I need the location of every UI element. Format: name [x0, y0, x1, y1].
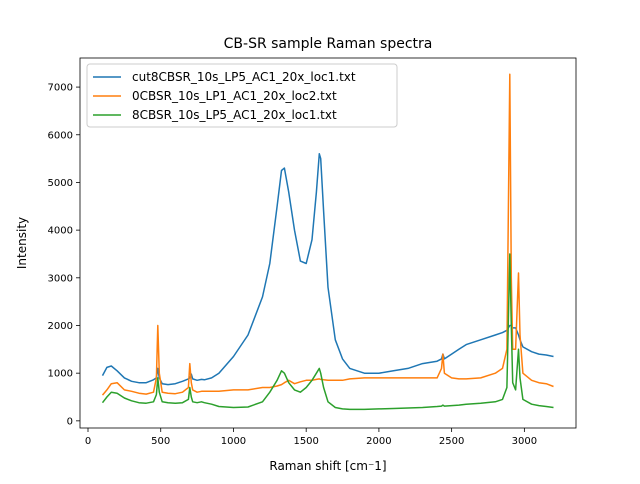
chart-title: CB-SR sample Raman spectra: [224, 36, 433, 52]
y-tick-label: 4000: [48, 226, 73, 237]
y-tick-label: 6000: [48, 130, 73, 141]
y-tick-label: 7000: [48, 83, 73, 94]
y-tick-label: 1000: [48, 369, 73, 380]
legend-label: cut8CBSR_10s_LP5_AC1_20x_loc1.txt: [132, 70, 356, 84]
y-tick-label: 3000: [48, 273, 73, 284]
y-tick-label: 5000: [48, 178, 73, 189]
legend: cut8CBSR_10s_LP5_AC1_20x_loc1.txt 0CBSR_1…: [86, 63, 398, 128]
x-tick-label: 1500: [293, 436, 318, 447]
series-line: [101, 153, 554, 386]
series-line: [101, 253, 554, 411]
x-tick-label: 2000: [366, 436, 391, 447]
x-axis-label: Raman shift [cm⁻1]: [269, 459, 386, 473]
y-axis-label: Intensity: [15, 217, 29, 269]
x-tick-label: 3000: [512, 436, 537, 447]
y-tick-label: 0: [67, 416, 73, 427]
x-tick-label: 500: [151, 436, 170, 447]
y-tick-label: 2000: [48, 321, 73, 332]
plot-frame: [79, 57, 577, 429]
x-tick-label: 1000: [221, 436, 246, 447]
legend-label: 8CBSR_10s_LP5_AC1_20x_loc1.txt: [132, 108, 337, 122]
x-tick-label: 0: [85, 436, 91, 447]
x-tick-label: 2500: [439, 436, 464, 447]
legend-label: 0CBSR_10s_LP1_AC1_20x_loc2.txt: [132, 89, 337, 103]
series-line: [101, 73, 554, 396]
legend-box: [86, 63, 398, 128]
